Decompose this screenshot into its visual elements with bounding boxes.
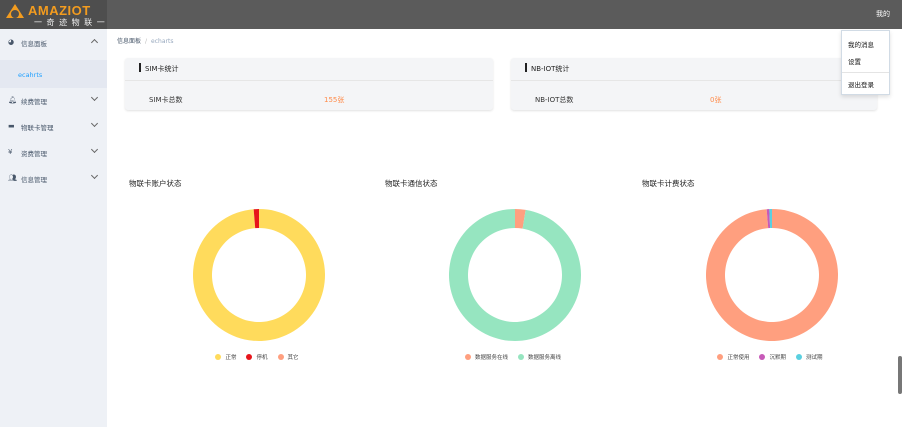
legend-dot-icon <box>277 354 284 360</box>
menu-item-my-messages[interactable]: 我的消息 <box>848 41 874 49</box>
legend-dot-icon <box>215 354 222 360</box>
card-icon: ▬ <box>8 122 15 130</box>
card-title: NB-IOT统计 <box>531 65 570 73</box>
sidebar-item-label: 信息管理 <box>21 176 47 184</box>
nb-iot-total-value: 0张 <box>710 96 722 104</box>
legend-dot-icon <box>246 354 253 360</box>
legend-item[interactable]: 沉默期 <box>759 353 786 361</box>
chart-title: 物联卡计费状态 <box>642 179 695 188</box>
legend-item[interactable]: 正常使用 <box>717 353 749 361</box>
sidebar-item-renewal[interactable]: 🔔︎ 续费管理 <box>0 87 107 113</box>
card-title: SIM卡统计 <box>145 65 179 73</box>
dashboard-icon: ◕ <box>8 38 15 46</box>
legend-item[interactable]: 测试期 <box>796 353 823 361</box>
sidebar-item-tariff[interactable]: ¥ 资费管理 <box>0 139 107 165</box>
legend-dot-icon <box>518 354 524 360</box>
pie-slice[interactable] <box>769 209 772 229</box>
sidebar-item-label: 资费管理 <box>21 150 47 158</box>
legend-label: 数据服务在线 <box>474 355 508 361</box>
legend-label: 其它 <box>287 355 299 361</box>
donut-chart <box>706 209 838 341</box>
top-bar: AMAZIOT 一 奇 迹 物 联 一 我的 <box>0 0 902 29</box>
card-divider <box>125 80 493 81</box>
communication-status-chart: 物联卡通信状态 数据服务在线 数据服务离线 <box>385 175 641 375</box>
menu-item-logout[interactable]: 退出登录 <box>848 81 874 89</box>
pie-slice[interactable] <box>515 209 526 229</box>
billing-status-chart: 物联卡计费状态 正常使用 沉默期 测试期 <box>642 175 898 375</box>
user-dropdown-menu: 我的消息 设置 退出登录 <box>841 30 890 95</box>
menu-item-settings[interactable]: 设置 <box>848 58 861 66</box>
sidebar-item-label: 物联卡管理 <box>21 124 54 132</box>
chevron-up-icon <box>90 38 99 47</box>
scrollbar-thumb[interactable] <box>898 356 902 394</box>
breadcrumb-current: echarts <box>151 38 174 45</box>
chevron-down-icon <box>90 93 99 102</box>
legend-item[interactable]: 数据服务离线 <box>518 353 561 361</box>
pie-slice[interactable] <box>193 209 326 341</box>
users-icon: 👥︎ <box>8 174 17 182</box>
breadcrumb-parent[interactable]: 信息面板 <box>117 38 142 45</box>
legend-label: 数据服务离线 <box>528 355 562 361</box>
sim-total-value: 155张 <box>324 96 345 104</box>
sidebar: ◕ 信息面板 ecahrts 🔔︎ 续费管理 ▬ 物联卡管理 ¥ 资费管理 👥︎… <box>0 29 107 427</box>
chart-legend: 正常使用 沉默期 测试期 <box>642 353 898 361</box>
breadcrumb-separator: / <box>145 38 148 45</box>
account-status-chart: 物联卡账户状态 正常 停机 其它 <box>129 175 385 375</box>
pie-slice[interactable] <box>448 209 581 341</box>
yen-icon: ¥ <box>8 148 13 156</box>
sidebar-item-iot-cards[interactable]: ▬ 物联卡管理 <box>0 113 107 139</box>
card-divider <box>511 80 877 81</box>
sidebar-item-label: 信息面板 <box>21 40 47 48</box>
legend-item[interactable]: 停机 <box>246 353 268 361</box>
sidebar-item-info[interactable]: 👥︎ 信息管理 <box>0 165 107 191</box>
card-title-bar <box>139 63 141 72</box>
pie-slice[interactable] <box>706 209 838 341</box>
chart-title: 物联卡通信状态 <box>385 179 438 188</box>
legend-item[interactable]: 数据服务在线 <box>464 353 508 361</box>
card-title-bar <box>525 63 527 72</box>
sidebar-subitem-label: ecahrts <box>18 71 43 79</box>
legend-item[interactable]: 正常 <box>215 353 236 361</box>
logo[interactable]: AMAZIOT 一 奇 迹 物 联 一 <box>0 0 107 29</box>
legend-dot-icon <box>464 354 471 360</box>
menu-divider <box>842 72 889 73</box>
chevron-down-icon <box>90 145 99 154</box>
sidebar-item-dashboard[interactable]: ◕ 信息面板 <box>0 29 107 55</box>
sidebar-item-label: 续费管理 <box>21 98 47 106</box>
legend-label: 正常使用 <box>727 355 750 361</box>
chart-title: 物联卡账户状态 <box>129 179 182 188</box>
logo-text: AMAZIOT <box>28 3 91 18</box>
legend-item[interactable]: 其它 <box>277 353 299 361</box>
chevron-down-icon <box>90 171 99 180</box>
legend-label: 停机 <box>256 355 268 361</box>
legend-label: 测试期 <box>806 355 823 361</box>
chart-legend: 数据服务在线 数据服务离线 <box>385 353 641 361</box>
bell-icon: 🔔︎ <box>8 96 17 104</box>
breadcrumb: 信息面板 / echarts <box>117 36 173 45</box>
sidebar-subitem-echarts[interactable]: ecahrts <box>0 60 107 88</box>
pie-slice[interactable] <box>766 209 771 229</box>
sim-stats-card: SIM卡统计 SIM卡总数 155张 <box>125 58 493 110</box>
logo-subtitle: 一 奇 迹 物 联 一 <box>34 18 106 27</box>
chart-legend: 正常 停机 其它 <box>129 353 385 361</box>
legend-label: 沉默期 <box>769 355 786 361</box>
legend-label: 正常 <box>225 355 237 361</box>
sim-total-label: SIM卡总数 <box>149 96 183 104</box>
legend-dot-icon <box>796 354 802 360</box>
chevron-down-icon <box>90 119 99 128</box>
nb-iot-total-label: NB-IOT总数 <box>535 96 574 104</box>
legend-dot-icon <box>759 354 766 360</box>
user-menu-button[interactable]: 我的 <box>876 10 890 18</box>
pie-slice[interactable] <box>253 209 259 229</box>
donut-chart <box>193 209 326 341</box>
logo-mark-icon <box>6 4 24 18</box>
legend-dot-icon <box>717 354 724 360</box>
donut-chart <box>448 209 581 341</box>
nb-iot-stats-card: NB-IOT统计 NB-IOT总数 0张 <box>511 58 877 110</box>
